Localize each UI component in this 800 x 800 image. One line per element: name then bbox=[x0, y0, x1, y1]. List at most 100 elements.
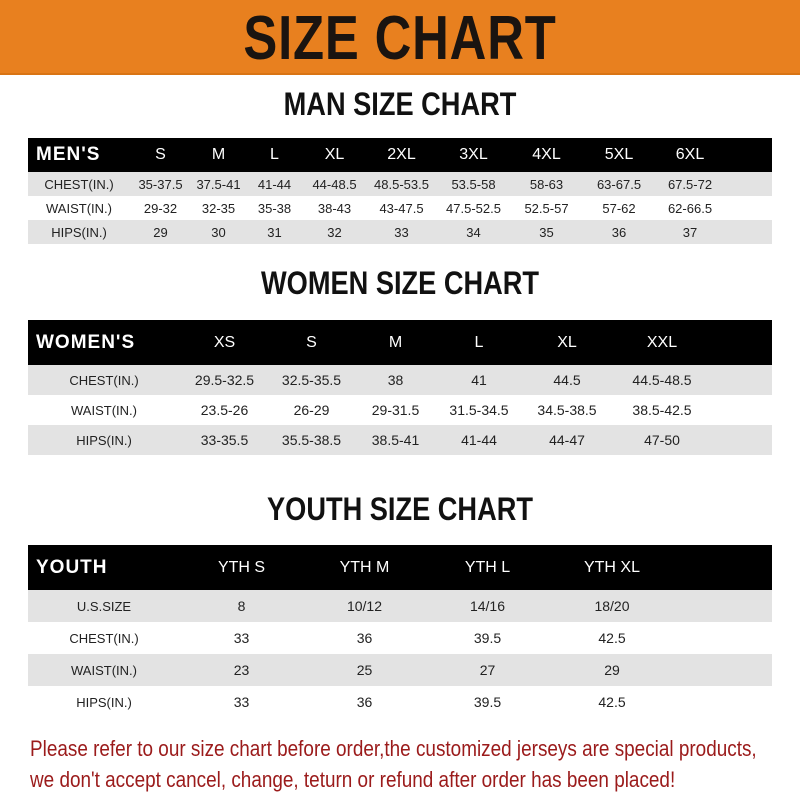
measurement-value: 42.5 bbox=[598, 630, 626, 646]
measurement-value: 31.5-34.5 bbox=[449, 402, 509, 418]
table-header-row: MEN'S S M L XL 2XL 3XL 4XL 5XL 6XL bbox=[28, 138, 772, 172]
page-title: SIZE CHART bbox=[243, 4, 557, 73]
measurement-value: 42.5 bbox=[598, 694, 626, 710]
size-column-header: 3XL bbox=[459, 146, 488, 163]
measurement-value: 41 bbox=[471, 372, 487, 388]
measurement-value: 33 bbox=[394, 224, 409, 240]
measurement-value: 44.5 bbox=[553, 372, 581, 388]
measurement-value: 10/12 bbox=[346, 598, 383, 614]
notice-line-2: we don't accept cancel, change, teturn o… bbox=[30, 767, 676, 792]
size-column-header: 4XL bbox=[532, 146, 561, 163]
table-category-label: MEN'S bbox=[36, 144, 101, 165]
measurement-value: 8 bbox=[237, 598, 246, 614]
measurement-value: 35-37.5 bbox=[138, 176, 183, 192]
size-column-header: YTH XL bbox=[583, 558, 640, 576]
measurement-value: 29-31.5 bbox=[371, 402, 420, 418]
measurement-value: 25 bbox=[356, 662, 373, 678]
size-column-header: YTH L bbox=[464, 558, 511, 576]
measurement-value: 38.5-41 bbox=[371, 432, 420, 448]
measurement-value: 23.5-26 bbox=[200, 402, 249, 418]
measurement-value: 34 bbox=[466, 224, 481, 240]
measurement-value: 36 bbox=[611, 224, 627, 240]
measurement-value: 52.5-57 bbox=[524, 200, 569, 216]
order-notice: Please refer to our size chart before or… bbox=[30, 733, 800, 795]
measurement-value: 27 bbox=[479, 662, 496, 678]
measurement-label: CHEST(IN.) bbox=[69, 372, 139, 388]
measurement-value: 18/20 bbox=[594, 598, 630, 614]
men-size-table: MEN'S S M L XL 2XL 3XL 4XL 5XL 6XL CHEST(IN.) 35-37… bbox=[28, 138, 772, 244]
size-column-header: XXL bbox=[646, 333, 678, 351]
men-section-title: MAN SIZE CHART bbox=[283, 86, 517, 122]
measurement-value: 58-63 bbox=[529, 176, 564, 192]
measurement-value: 26-29 bbox=[293, 402, 330, 418]
table-category-label: YOUTH bbox=[36, 556, 108, 578]
measurement-value: 29 bbox=[153, 224, 168, 240]
measurement-value: 47.5-52.5 bbox=[446, 200, 501, 216]
size-column-header: M bbox=[211, 146, 226, 163]
size-column-header: M bbox=[388, 333, 403, 351]
measurement-value: 23 bbox=[233, 662, 250, 678]
measurement-label: U.S.SIZE bbox=[76, 598, 132, 614]
measurement-value: 38.5-42.5 bbox=[632, 402, 692, 418]
size-column-header: YTH M bbox=[339, 558, 390, 576]
measurement-label: HIPS(IN.) bbox=[76, 432, 132, 448]
measurement-value: 32-35 bbox=[201, 200, 236, 216]
measurement-value: 44-47 bbox=[549, 432, 585, 448]
measurement-value: 33 bbox=[233, 694, 250, 710]
measurement-value: 29 bbox=[604, 662, 620, 678]
measurement-value: 53.5-58 bbox=[451, 176, 496, 192]
size-column-header: XL bbox=[324, 146, 345, 163]
measurement-value: 41-44 bbox=[461, 432, 497, 448]
measurement-value: 43-47.5 bbox=[379, 200, 424, 216]
measurement-value: 29-32 bbox=[143, 200, 178, 216]
measurement-label: WAIST(IN.) bbox=[46, 200, 112, 216]
size-column-header: 6XL bbox=[675, 146, 705, 163]
measurement-value: 32.5-35.5 bbox=[281, 372, 342, 388]
table-row: CHEST(IN.) 33 36 39.5 42.5 bbox=[28, 622, 772, 654]
measurement-value: 35-38 bbox=[257, 200, 292, 216]
youth-section-title: YOUTH SIZE CHART bbox=[267, 491, 533, 527]
table-header-row: WOMEN'S XS S M L XL XXL bbox=[28, 320, 772, 365]
measurement-value: 41-44 bbox=[257, 176, 292, 192]
table-row: HIPS(IN.) 29 30 31 32 33 34 35 36 37 bbox=[28, 220, 772, 244]
measurement-value: 14/16 bbox=[469, 598, 506, 614]
measurement-label: CHEST(IN.) bbox=[69, 630, 139, 646]
measurement-value: 36 bbox=[356, 630, 373, 646]
measurement-value: 35.5-38.5 bbox=[281, 432, 342, 448]
measurement-label: WAIST(IN.) bbox=[71, 402, 137, 418]
measurement-value: 30 bbox=[211, 224, 226, 240]
table-row: CHEST(IN.) 29.5-32.5 32.5-35.5 38 41 44.5 44.5… bbox=[28, 365, 772, 395]
measurement-value: 33 bbox=[233, 630, 250, 646]
measurement-value: 34.5-38.5 bbox=[537, 402, 597, 418]
table-header-row: YOUTH YTH S YTH M YTH L YTH XL bbox=[28, 545, 772, 590]
table-row: WAIST(IN.) 23 25 27 29 bbox=[28, 654, 772, 686]
measurement-label: HIPS(IN.) bbox=[76, 694, 132, 710]
women-size-table: WOMEN'S XS S M L XL XXL CHEST(IN.) 29.5-32.5 32.5… bbox=[28, 320, 772, 455]
size-column-header: YTH S bbox=[217, 558, 266, 576]
table-row: U.S.SIZE 8 10/12 14/16 18/20 bbox=[28, 590, 772, 622]
measurement-value: 47-50 bbox=[644, 432, 680, 448]
measurement-value: 44.5-48.5 bbox=[632, 372, 692, 388]
title-banner: SIZE CHART bbox=[0, 0, 800, 75]
women-section-title: WOMEN SIZE CHART bbox=[260, 265, 540, 301]
table-category-label: WOMEN'S bbox=[36, 331, 136, 353]
measurement-value: 32 bbox=[327, 224, 342, 240]
measurement-value: 62-66.5 bbox=[667, 200, 713, 216]
measurement-value: 33-35.5 bbox=[200, 432, 249, 448]
measurement-value: 29.5-32.5 bbox=[194, 372, 255, 388]
table-row: CHEST(IN.) 35-37.5 37.5-41 41-44 44-48.5 48.5… bbox=[28, 172, 772, 196]
size-column-header: 2XL bbox=[387, 146, 416, 163]
measurement-value: 44-48.5 bbox=[312, 176, 357, 192]
measurement-value: 39.5 bbox=[473, 694, 502, 710]
measurement-label: HIPS(IN.) bbox=[51, 224, 107, 240]
table-row: HIPS(IN.) 33-35.5 35.5-38.5 38.5-41 41-44 44-… bbox=[28, 425, 772, 455]
measurement-value: 63-67.5 bbox=[596, 176, 642, 192]
size-column-header: S bbox=[306, 333, 317, 351]
measurement-value: 39.5 bbox=[473, 630, 502, 646]
measurement-value: 37 bbox=[682, 224, 698, 240]
size-column-header: XS bbox=[213, 333, 236, 351]
measurement-label: CHEST(IN.) bbox=[44, 176, 114, 192]
measurement-value: 38-43 bbox=[317, 200, 352, 216]
youth-size-table: YOUTH YTH S YTH M YTH L YTH XL U.S.SIZE 8 10/12… bbox=[28, 545, 772, 718]
measurement-value: 57-62 bbox=[602, 200, 636, 216]
